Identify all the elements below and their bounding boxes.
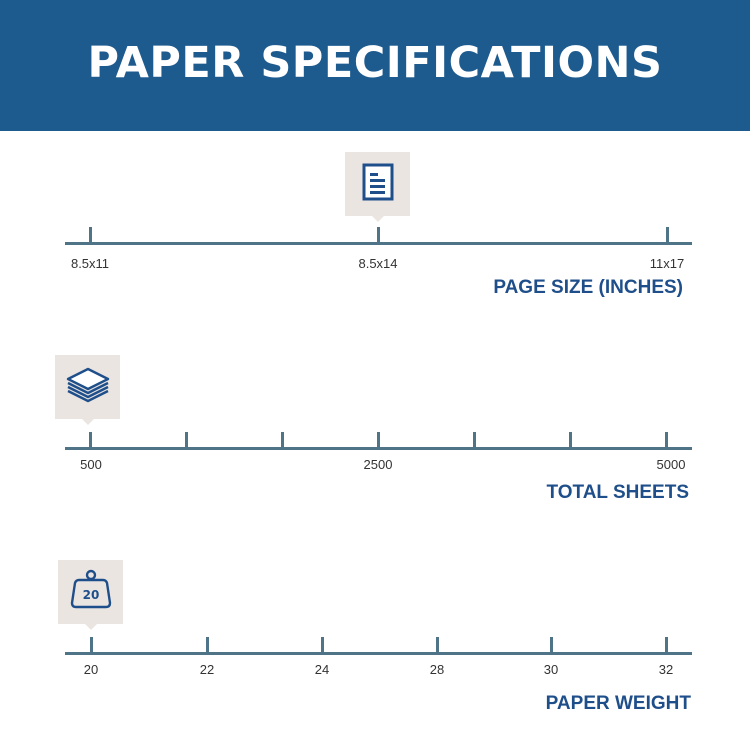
scale-tick — [377, 227, 380, 243]
weight-icon-text: 20 — [82, 588, 99, 602]
scale-tick — [281, 432, 284, 448]
scale-label: 11x17 — [649, 256, 685, 271]
scale-axis-paper-weight — [65, 652, 692, 655]
scale-marker-badge — [345, 152, 410, 222]
scale-label: 30 — [543, 662, 559, 677]
scale-label: 22 — [199, 662, 215, 677]
scale-tick — [89, 227, 92, 243]
paper-stack-icon — [64, 365, 112, 410]
document-icon — [361, 162, 395, 207]
scale-tick — [185, 432, 188, 448]
scale-marker-badge: 20 — [58, 560, 123, 630]
scale-tick — [90, 637, 93, 653]
scale-tick — [206, 637, 209, 653]
scale-label: 8.5x11 — [70, 256, 110, 271]
scale-tick — [89, 432, 92, 448]
scale-tick — [436, 637, 439, 653]
scale-axis-total-sheets — [65, 447, 692, 450]
page-title: PAPER SPECIFICATIONS — [87, 38, 663, 88]
scale-tick — [377, 432, 380, 448]
scale-title: PAGE SIZE (INCHES) — [493, 277, 683, 298]
scale-label: 5000 — [656, 457, 686, 472]
header-banner: PAPER SPECIFICATIONS — [0, 0, 750, 131]
scale-title: TOTAL SHEETS — [546, 482, 689, 503]
scale-label: 28 — [429, 662, 445, 677]
scale-label: 24 — [314, 662, 330, 677]
scale-label: 2500 — [363, 457, 393, 472]
scale-tick — [666, 227, 669, 243]
scale-tick — [569, 432, 572, 448]
scale-axis-page-size-inches — [65, 242, 692, 245]
scale-label: 8.5x14 — [358, 256, 398, 271]
scale-tick — [321, 637, 324, 653]
scale-tick — [665, 432, 668, 448]
scale-marker-badge — [55, 355, 120, 425]
scale-tick — [473, 432, 476, 448]
scale-label: 20 — [83, 662, 99, 677]
scale-label: 500 — [80, 457, 102, 472]
scale-tick — [665, 637, 668, 653]
scale-title: PAPER WEIGHT — [545, 693, 691, 714]
scale-tick — [550, 637, 553, 653]
scale-label: 32 — [658, 662, 674, 677]
weight-icon: 20 — [69, 569, 113, 616]
